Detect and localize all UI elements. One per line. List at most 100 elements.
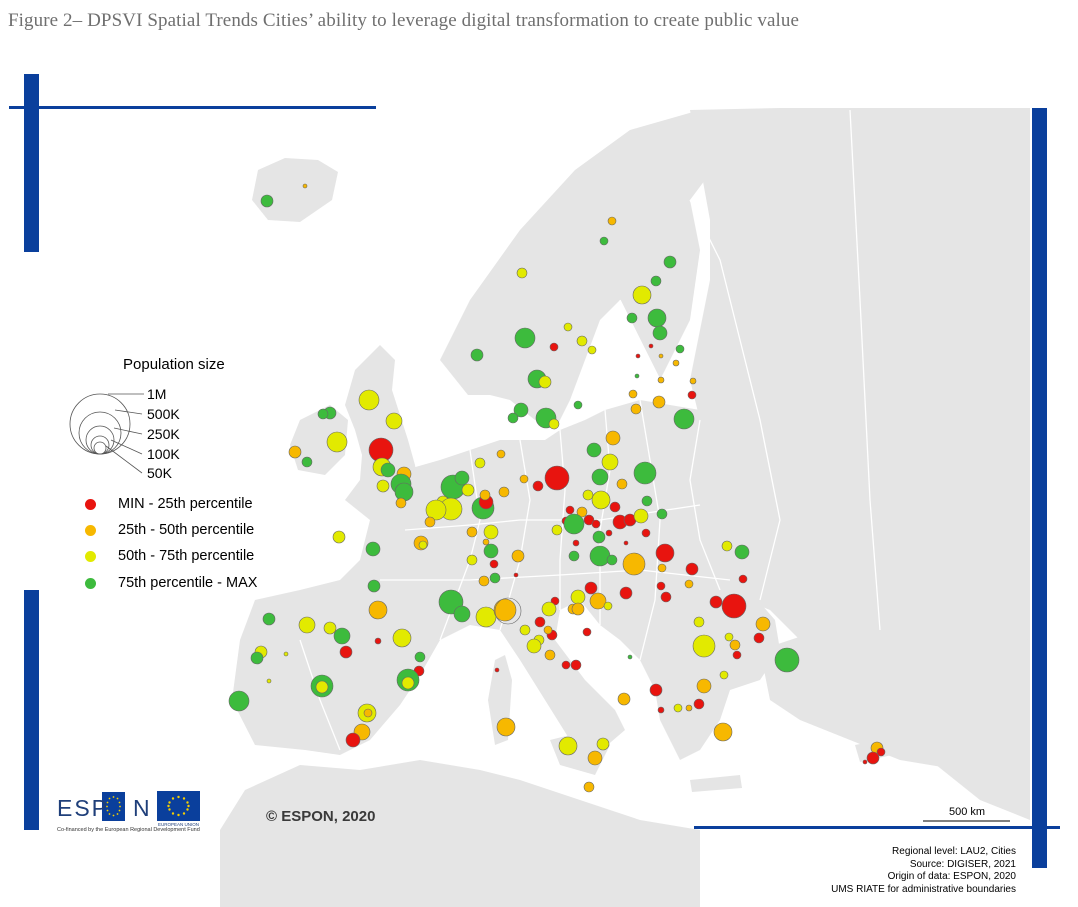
eu-flag-icon <box>157 791 200 821</box>
city-marker <box>288 445 302 459</box>
city-marker <box>470 348 484 362</box>
city-markers <box>228 183 886 793</box>
city-marker <box>262 612 276 626</box>
city-marker <box>589 545 611 567</box>
city-marker <box>606 554 618 566</box>
source-notes: Regional level: LAU2, Cities Source: DIG… <box>831 846 1016 896</box>
city-marker <box>519 624 531 636</box>
size-label-50k: 50K <box>147 465 172 481</box>
city-marker <box>652 325 668 341</box>
city-marker <box>339 645 353 659</box>
city-marker <box>363 708 373 718</box>
city-marker <box>568 550 580 562</box>
city-marker <box>583 781 595 793</box>
north-africa <box>220 760 700 907</box>
city-marker <box>721 593 747 619</box>
legend-swatch <box>85 498 96 510</box>
city-marker <box>333 627 351 645</box>
size-label-500k: 500K <box>147 406 180 422</box>
land-masses <box>220 108 1030 907</box>
city-marker <box>228 690 250 712</box>
legend-label: MIN - 25th percentile <box>118 496 253 512</box>
city-marker <box>519 474 529 484</box>
city-marker <box>302 183 308 189</box>
legend-swatch <box>85 524 96 536</box>
city-marker <box>687 390 697 400</box>
city-marker <box>526 638 542 654</box>
city-marker <box>721 540 733 552</box>
city-marker <box>641 528 651 538</box>
city-marker <box>548 418 560 430</box>
city-marker <box>732 650 742 660</box>
city-marker <box>734 544 750 560</box>
city-marker <box>489 572 501 584</box>
city-marker <box>358 389 380 411</box>
city-marker <box>607 216 617 226</box>
legend-label: 50th - 75th percentile <box>118 548 255 564</box>
city-marker <box>478 575 490 587</box>
city-marker <box>709 595 723 609</box>
legend-swatch <box>85 550 96 562</box>
city-marker <box>584 581 598 595</box>
city-marker <box>395 497 407 509</box>
city-marker <box>482 538 490 546</box>
city-marker <box>657 376 665 384</box>
city-marker <box>424 516 436 528</box>
city-marker <box>582 627 592 637</box>
espon-logo-left: ESP <box>57 795 110 821</box>
city-marker <box>862 759 868 765</box>
legend-label: 75th percentile - MAX <box>118 575 258 591</box>
city-marker <box>425 499 447 521</box>
city-marker <box>657 706 665 714</box>
city-marker <box>616 478 628 490</box>
city-marker <box>561 660 571 670</box>
city-marker <box>489 559 499 569</box>
city-marker <box>511 549 525 563</box>
city-marker <box>657 563 667 573</box>
city-marker <box>689 377 697 385</box>
map-frame <box>9 74 1060 868</box>
city-marker <box>385 412 403 430</box>
city-marker <box>649 683 663 697</box>
city-marker <box>652 395 666 409</box>
city-marker <box>572 539 580 547</box>
legend-item-50-75: 50th - 75th percentile <box>85 548 254 564</box>
city-marker <box>876 747 886 757</box>
scale-bar-label: 500 km <box>949 806 986 818</box>
city-marker <box>513 572 519 578</box>
city-marker <box>605 529 613 537</box>
size-label-250k: 250K <box>147 426 180 442</box>
city-marker <box>685 562 699 576</box>
city-marker <box>696 678 712 694</box>
city-marker <box>544 649 556 661</box>
city-marker <box>641 495 653 507</box>
city-marker <box>317 408 329 420</box>
size-label-100k: 100K <box>147 446 180 462</box>
city-marker <box>380 462 396 478</box>
city-marker <box>633 508 649 524</box>
eu-label: EUROPEAN UNION <box>158 822 200 827</box>
legend-item-25-50: 25th - 50th percentile <box>85 522 254 538</box>
city-marker <box>596 737 610 751</box>
city-marker <box>628 389 638 399</box>
city-marker <box>315 680 329 694</box>
source-line: Regional level: LAU2, Cities <box>892 846 1016 857</box>
source-line: Origin of data: ESPON, 2020 <box>887 871 1016 882</box>
city-marker <box>663 255 677 269</box>
city-marker <box>586 442 602 458</box>
city-marker <box>570 659 582 671</box>
city-marker <box>589 592 607 610</box>
city-marker <box>755 616 771 632</box>
city-marker <box>672 359 680 367</box>
city-marker <box>401 676 415 690</box>
city-marker <box>603 601 613 611</box>
city-marker <box>493 598 517 622</box>
city-marker <box>650 275 662 287</box>
legend-item-75-max: 75th percentile - MAX <box>85 575 257 591</box>
city-marker <box>551 524 563 536</box>
city-marker <box>655 543 675 563</box>
city-marker <box>283 651 289 657</box>
city-marker <box>507 412 519 424</box>
legend-swatch <box>85 577 96 589</box>
